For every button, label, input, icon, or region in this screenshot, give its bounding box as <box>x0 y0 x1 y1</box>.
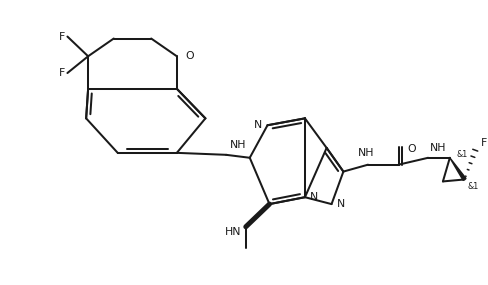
Text: F: F <box>60 68 65 78</box>
Text: NH: NH <box>430 143 447 153</box>
Text: HN: HN <box>224 227 241 237</box>
Text: NH: NH <box>230 140 246 150</box>
Text: N: N <box>337 199 345 209</box>
Text: &1: &1 <box>457 150 468 159</box>
Text: F: F <box>60 32 65 42</box>
Text: O: O <box>186 51 194 61</box>
Polygon shape <box>450 158 466 180</box>
Text: NH: NH <box>358 148 374 158</box>
Text: N: N <box>254 120 263 130</box>
Text: N: N <box>310 192 318 202</box>
Text: &1: &1 <box>468 182 479 191</box>
Text: O: O <box>407 144 416 154</box>
Text: F: F <box>481 138 488 148</box>
